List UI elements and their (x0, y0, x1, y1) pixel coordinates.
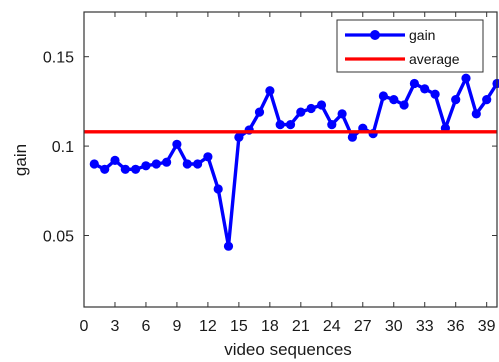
x-tick-label: 9 (172, 318, 181, 335)
legend-box (336, 19, 484, 73)
data-point-gain (389, 95, 399, 105)
x-tick-label: 3 (111, 318, 120, 335)
legend-label-average: average (409, 51, 460, 67)
data-point-gain (399, 100, 409, 110)
axes: 0 3 6 9 12 15 18 21 24 27 30 33 36 390.050.10.15 (43, 11, 498, 335)
data-point-gain (234, 132, 244, 142)
x-tick-label: 0 (80, 318, 89, 335)
y-axis-label: gain (11, 144, 30, 176)
data-point-gain (131, 164, 141, 174)
data-point-gain (327, 120, 337, 130)
x-tick-label: 18 (261, 318, 279, 335)
legend: gain average (336, 19, 484, 73)
x-axis-label: video sequences (224, 340, 352, 359)
data-point-gain (461, 73, 471, 83)
data-point-gain (203, 152, 213, 162)
x-tick-label: 6 (141, 318, 150, 335)
data-point-gain (285, 120, 296, 130)
data-point-gain (430, 89, 440, 99)
data-point-gain (89, 159, 99, 169)
data-point-gain (182, 159, 192, 169)
data-point-gain (420, 84, 430, 94)
data-point-gain (451, 95, 461, 105)
data-point-gain (213, 184, 223, 194)
data-point-gain (193, 159, 203, 169)
data-point-gain (296, 107, 306, 117)
data-point-gain (265, 86, 275, 96)
x-tick-label: 24 (323, 318, 341, 335)
x-tick-label: 15 (230, 318, 248, 335)
data-point-gain (347, 132, 357, 142)
data-point-gain (100, 164, 110, 174)
x-tick-label: 36 (447, 318, 465, 335)
axes-box (83, 11, 498, 308)
legend-label-gain: gain (409, 27, 435, 43)
data-point-gain (337, 109, 347, 119)
data-point-gain (471, 109, 481, 119)
data-point-gain (120, 164, 130, 174)
data-point-gain (306, 103, 316, 114)
y-tick-label: 0.1 (52, 139, 74, 156)
x-tick-label: 30 (385, 318, 403, 335)
data-point-gain (482, 95, 492, 105)
data-point-gain (151, 159, 161, 169)
x-tick-label: 39 (478, 318, 496, 335)
x-tick-label: 21 (292, 318, 310, 335)
legend-marker-gain (370, 30, 380, 40)
data-point-gain (141, 161, 151, 171)
data-point-gain (223, 241, 234, 251)
x-tick-label: 12 (199, 318, 217, 335)
x-tick-label: 27 (354, 318, 372, 335)
data-point-gain (110, 155, 120, 165)
series-line-gain (93, 76, 499, 248)
data-point-gain (162, 157, 172, 167)
data-point-gain (254, 107, 265, 117)
data-point-gain (172, 139, 182, 149)
data-point-gain (316, 100, 327, 110)
data-point-gain (275, 120, 285, 130)
x-tick-label: 33 (416, 318, 434, 335)
y-tick-label: 0.05 (43, 228, 74, 245)
data-point-gain (378, 91, 388, 101)
y-tick-label: 0.15 (43, 50, 74, 67)
data-point-gain (409, 78, 419, 89)
